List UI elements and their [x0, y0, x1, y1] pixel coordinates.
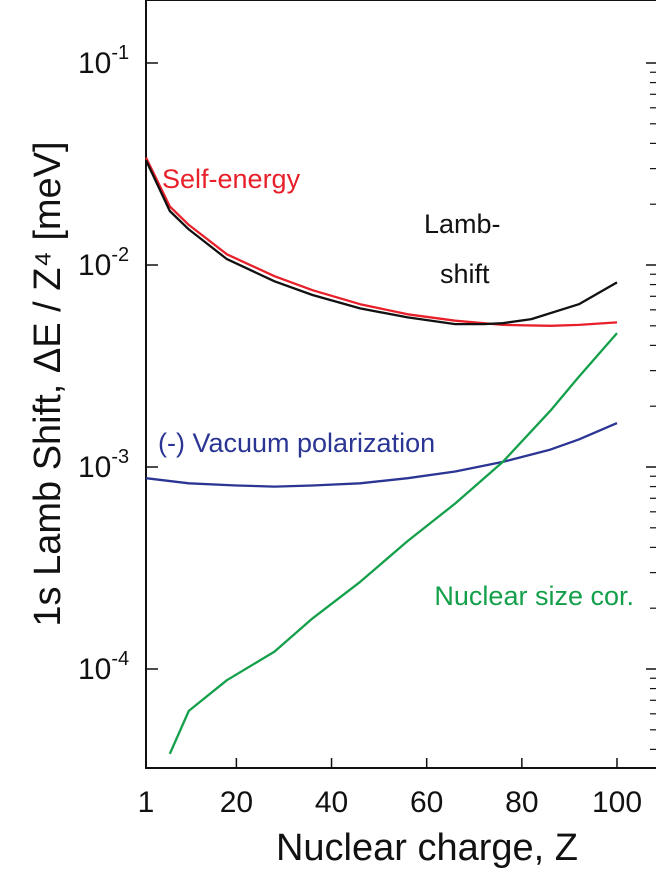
- y-tick-label: 10-2: [78, 244, 129, 282]
- series-nuclear-size-line: [168, 332, 618, 755]
- x-tick-label: 100: [592, 786, 642, 819]
- x-tick-label: 40: [315, 786, 348, 819]
- x-axis-title: Nuclear charge, Z: [276, 827, 578, 869]
- series-self-energy-line: [144, 157, 618, 327]
- series-lines: [144, 157, 618, 755]
- x-tick-label: 1: [138, 786, 155, 819]
- minor-ticks: [646, 62, 656, 750]
- y-axis-title: 1s Lamb Shift, ΔE / Z⁴ [meV]: [27, 141, 69, 626]
- x-tick-label: 60: [410, 786, 443, 819]
- annotation-lamb-line2: shift: [440, 259, 490, 289]
- x-tick-label: 80: [505, 786, 538, 819]
- plot-frame: [145, 0, 656, 769]
- series-vacuum-polarization-line: [145, 422, 618, 488]
- y-tick-label: 10-4: [78, 648, 129, 686]
- x-tick-label: 20: [220, 786, 253, 819]
- x-axis-ticks: 1 20 40 60 80 100: [138, 758, 642, 819]
- y-tick-label: 10-1: [78, 42, 129, 80]
- annotation-vacuum-polarization: (-) Vacuum polarization: [158, 428, 435, 458]
- annotations: Self-energy Lamb-shift (-) Vacuum polariza…: [158, 164, 634, 611]
- annotation-self-energy: Self-energy: [162, 164, 301, 194]
- annotation-lamb-line1: Lamb-: [424, 209, 501, 239]
- y-tick-label: 10-3: [78, 446, 129, 484]
- annotation-nuclear-size: Nuclear size cor.: [434, 581, 634, 611]
- series-lamb-shift-line: [144, 159, 618, 326]
